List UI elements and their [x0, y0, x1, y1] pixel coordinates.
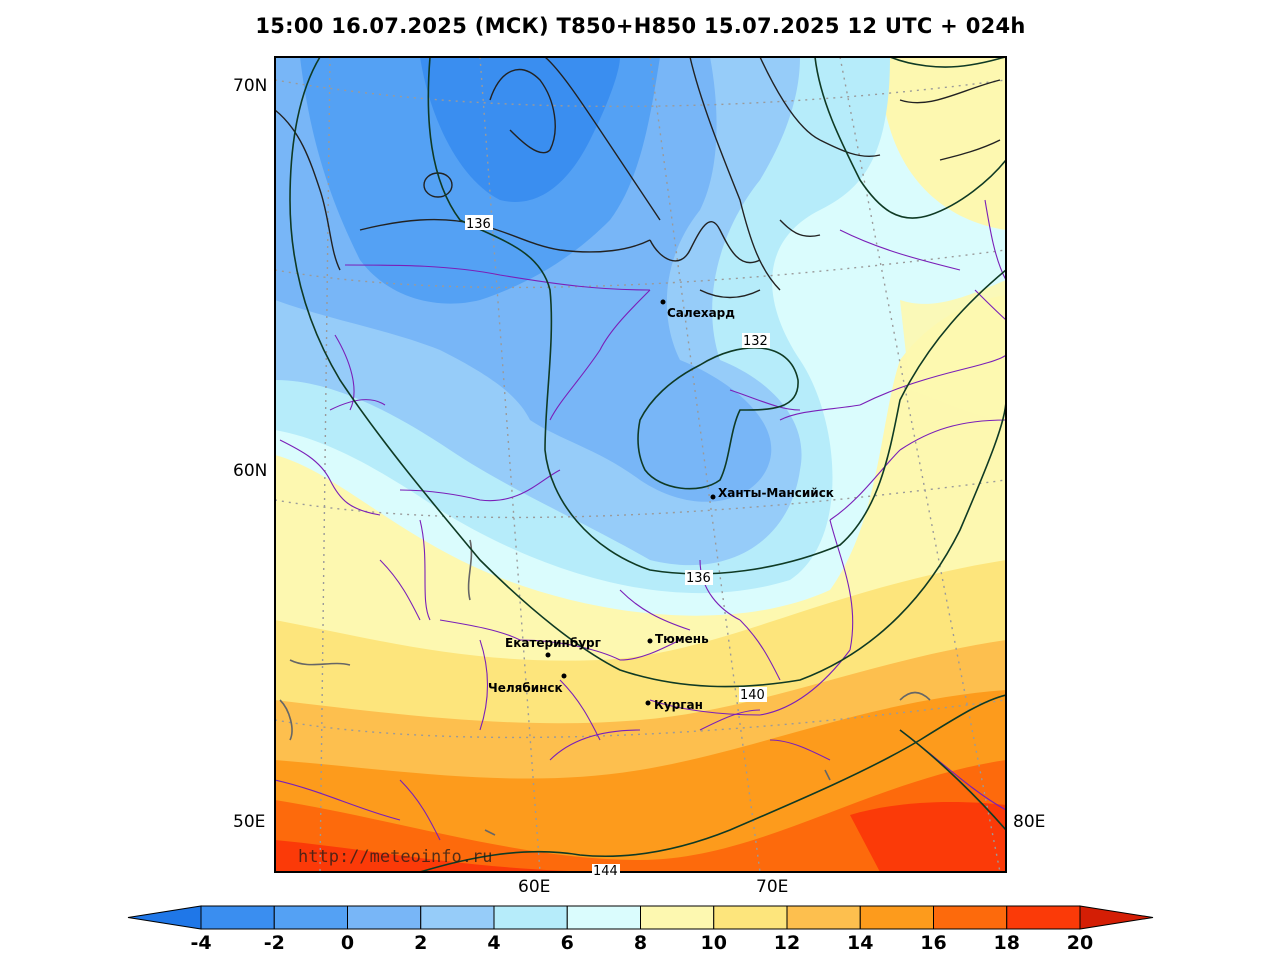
- colorbar-tick-label: 12: [774, 932, 800, 954]
- contour-label: 136: [686, 571, 711, 586]
- colorbar-segment: [273, 905, 348, 930]
- contour-labels: 136 132 136 140 144: [465, 215, 770, 879]
- colorbar-tick-label: 18: [994, 932, 1020, 954]
- lat-label-60n: 60N: [233, 461, 267, 481]
- colorbar-segment: [420, 905, 495, 930]
- colorbar-segment: [1006, 905, 1081, 930]
- city-marker: [561, 673, 567, 679]
- city-marker: [710, 494, 716, 500]
- colorbar-arrow-high: [1079, 905, 1154, 930]
- colorbar-tick-label: -2: [264, 932, 285, 954]
- lon-label-80e: 80E: [1013, 812, 1045, 832]
- lat-label-70n: 70N: [233, 76, 267, 96]
- colorbar-tick-label: 2: [414, 932, 427, 954]
- city-yekaterinburg: Екатеринбург: [505, 636, 601, 650]
- contour-label: 132: [743, 334, 768, 349]
- colorbar-tick-label: 0: [341, 932, 354, 954]
- colorbar-tick-label: 14: [847, 932, 873, 954]
- contour-label: 140: [740, 688, 765, 703]
- city-khanty-mansiysk: Ханты-Мансийск: [718, 486, 834, 500]
- colorbar-tick-label: 4: [487, 932, 500, 954]
- contour-label: 144: [593, 864, 618, 879]
- colorbar-arrow-low: [127, 905, 202, 930]
- colorbar-tick-label: 10: [701, 932, 727, 954]
- city-marker: [660, 299, 666, 305]
- colorbar-segment: [933, 905, 1008, 930]
- lat-label-50e: 50E: [233, 812, 265, 832]
- rivers: [279, 539, 931, 836]
- colorbar-segment: [566, 905, 641, 930]
- colorbar-tick-label: -4: [190, 932, 211, 954]
- city-tyumen: Тюмень: [655, 632, 709, 646]
- city-salekhard: Салехард: [667, 306, 735, 320]
- colorbar-tick-label: 6: [561, 932, 574, 954]
- city-marker: [545, 652, 551, 658]
- contour-label: 136: [466, 217, 491, 232]
- colorbar-segment: [347, 905, 422, 930]
- colorbar-segment: [713, 905, 788, 930]
- city-marker: [645, 700, 651, 706]
- colorbar-segment: [640, 905, 715, 930]
- colorbar-segment: [493, 905, 568, 930]
- graticule: [275, 57, 1006, 872]
- colorbar-tick-label: 20: [1067, 932, 1093, 954]
- colorbar-tick-label: 16: [920, 932, 946, 954]
- lon-label-60e: 60E: [518, 877, 550, 897]
- map-title: 15:00 16.07.2025 (МСК) T850+H850 15.07.2…: [255, 14, 1026, 38]
- watermark: http://meteoinfo.ru: [298, 847, 492, 867]
- colorbar-segment: [200, 905, 275, 930]
- temperature-field: [275, 57, 1006, 872]
- colorbar-tick-label: 8: [634, 932, 647, 954]
- colorbar-segment: [786, 905, 861, 930]
- colorbar-segment: [859, 905, 934, 930]
- city-kurgan: Курган: [654, 698, 703, 712]
- cities: Салехард Ханты-Мансийск Екатеринбург Тюм…: [488, 299, 834, 712]
- city-marker: [647, 638, 653, 644]
- map-frame: [274, 56, 1007, 873]
- city-chelyabinsk: Челябинск: [488, 681, 563, 695]
- coastline: [275, 57, 1001, 299]
- borders: [275, 199, 1006, 841]
- lon-label-70e: 70E: [756, 877, 788, 897]
- colorbar: -4 -2 0 2 4 6 8 10 12 14 16 18 20: [127, 905, 1154, 954]
